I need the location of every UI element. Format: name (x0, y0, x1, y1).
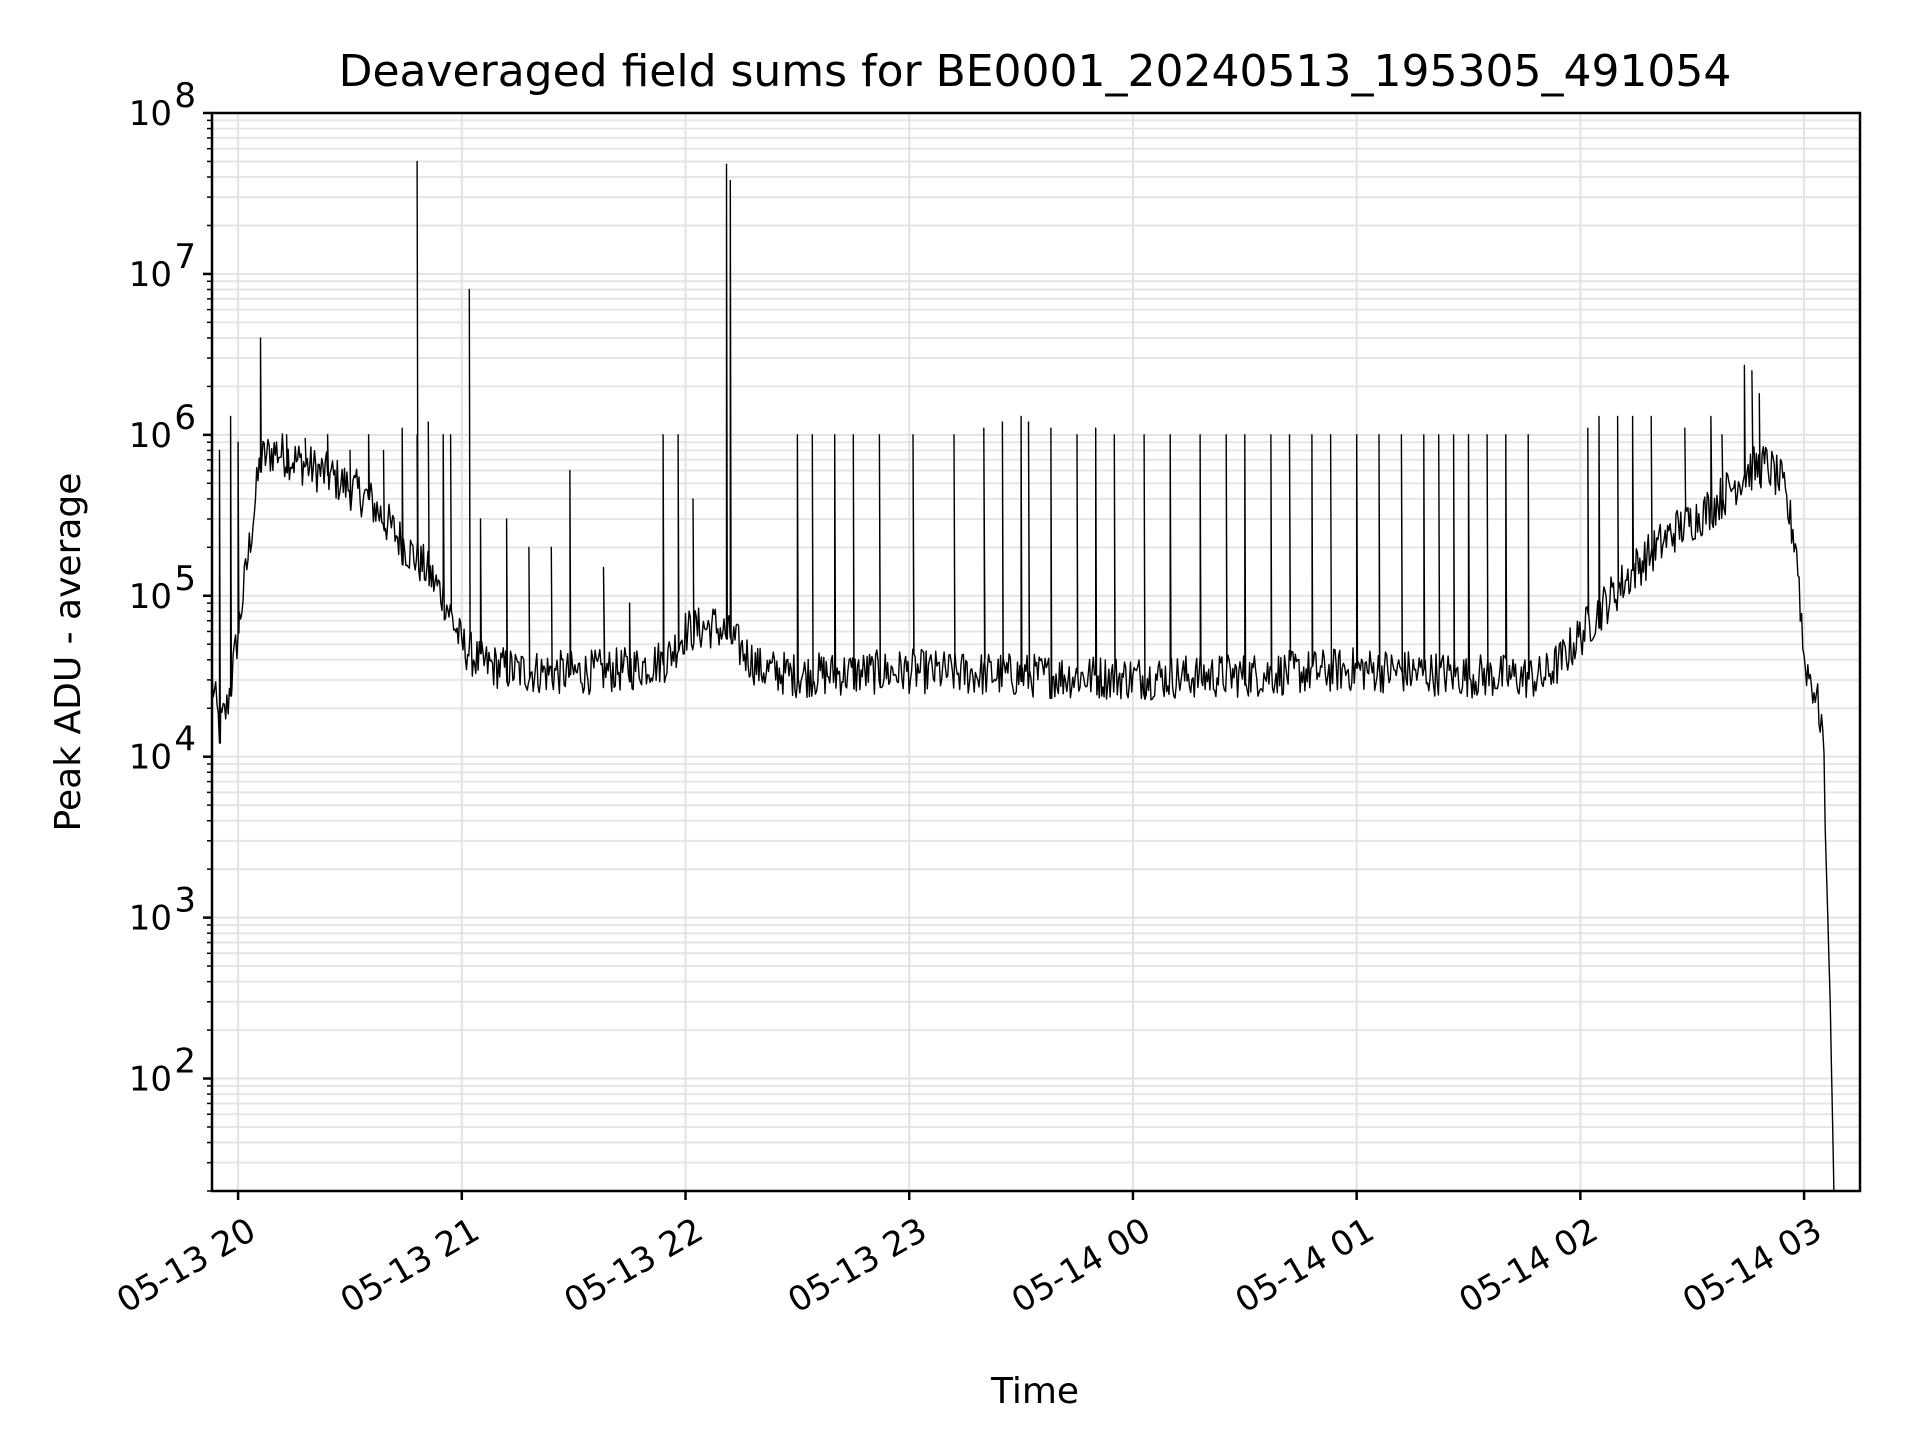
series-layer (211, 160, 1835, 1192)
x-tick-label: 05-14 00 (1005, 1210, 1157, 1321)
x-tick-label: 05-14 03 (1676, 1210, 1828, 1321)
x-tick-label: 05-13 21 (334, 1210, 486, 1321)
y-tick-exponent: 8 (174, 76, 196, 116)
y-tick-label: 10 (129, 255, 172, 295)
chart-title: Deaveraged field sums for BE0001_2024051… (339, 46, 1732, 97)
x-tick-label: 05-13 20 (110, 1210, 262, 1321)
x-axis: 05-13 20 05-13 21 05-13 22 05-13 23 05-14 00… (110, 1191, 1829, 1321)
y-tick-label: 10 (129, 416, 172, 456)
series-line (211, 160, 1835, 1192)
y-axis-label: Peak ADU - average (48, 473, 89, 832)
x-axis-label: Time (990, 1371, 1079, 1412)
y-tick-label: 10 (129, 1060, 172, 1100)
plot-frame (210, 111, 1862, 1193)
x-tick-label: 05-13 23 (781, 1210, 933, 1321)
x-tick-label: 05-14 02 (1452, 1210, 1604, 1321)
y-tick-label: 10 (129, 577, 172, 617)
y-tick-exponent: 4 (174, 720, 196, 760)
y-tick-label: 10 (129, 94, 172, 134)
x-tick-label: 05-14 01 (1229, 1210, 1381, 1321)
y-tick-exponent: 6 (174, 398, 196, 438)
y-tick-label: 10 (129, 738, 172, 778)
y-tick-exponent: 7 (174, 237, 196, 277)
y-tick-exponent: 5 (174, 559, 196, 599)
y-tick-exponent: 2 (174, 1042, 196, 1082)
grid (212, 112, 1860, 1192)
x-tick-label: 05-13 22 (558, 1210, 710, 1321)
y-tick-exponent: 3 (174, 881, 196, 921)
y-tick-label: 10 (129, 899, 172, 939)
